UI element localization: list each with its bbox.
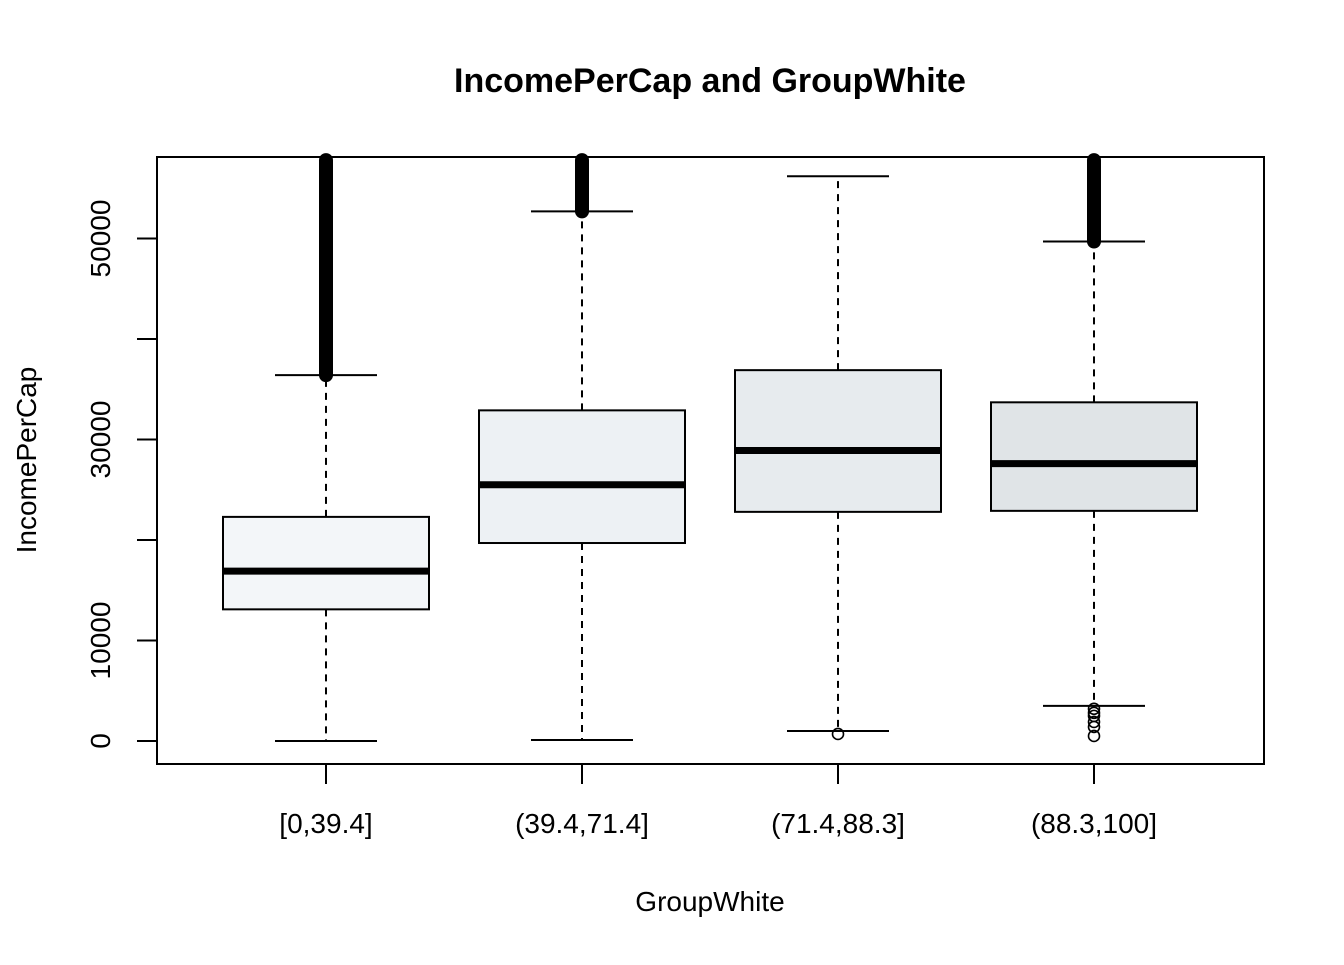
x-axis-label: GroupWhite xyxy=(635,886,784,917)
box-body xyxy=(990,401,1198,512)
box-body xyxy=(222,515,430,611)
box-1 xyxy=(222,153,430,742)
y-axis: 0 10000 30000 50000 xyxy=(85,200,157,749)
x-tick-label: [0,39.4] xyxy=(279,808,372,839)
boxes-group xyxy=(222,153,1198,743)
y-tick-label: 0 xyxy=(85,733,116,749)
plot-frame xyxy=(156,156,1265,765)
y-tick-label: 50000 xyxy=(85,200,116,278)
y-axis-label: IncomePerCap xyxy=(11,367,42,554)
outlier-point xyxy=(831,727,845,741)
x-tick-label: (39.4,71.4] xyxy=(515,808,649,839)
outlier-point xyxy=(1087,715,1101,729)
outlier-point xyxy=(1087,702,1101,716)
x-tick-label: (88.3,100] xyxy=(1031,808,1157,839)
x-axis: [0,39.4] (39.4,71.4] (71.4,88.3] (88.3,100] xyxy=(279,764,1157,839)
box-3 xyxy=(734,175,942,741)
y-tick-label: 10000 xyxy=(85,602,116,680)
box-body xyxy=(734,369,942,513)
outlier-point xyxy=(1087,729,1101,743)
chart-title: IncomePerCap and GroupWhite xyxy=(454,62,966,100)
outlier-point xyxy=(1087,720,1101,734)
box-2 xyxy=(478,153,686,741)
box-4 xyxy=(990,153,1198,743)
box-body xyxy=(478,409,686,545)
y-tick-label: 30000 xyxy=(85,401,116,479)
x-tick-label: (71.4,88.3] xyxy=(771,808,905,839)
